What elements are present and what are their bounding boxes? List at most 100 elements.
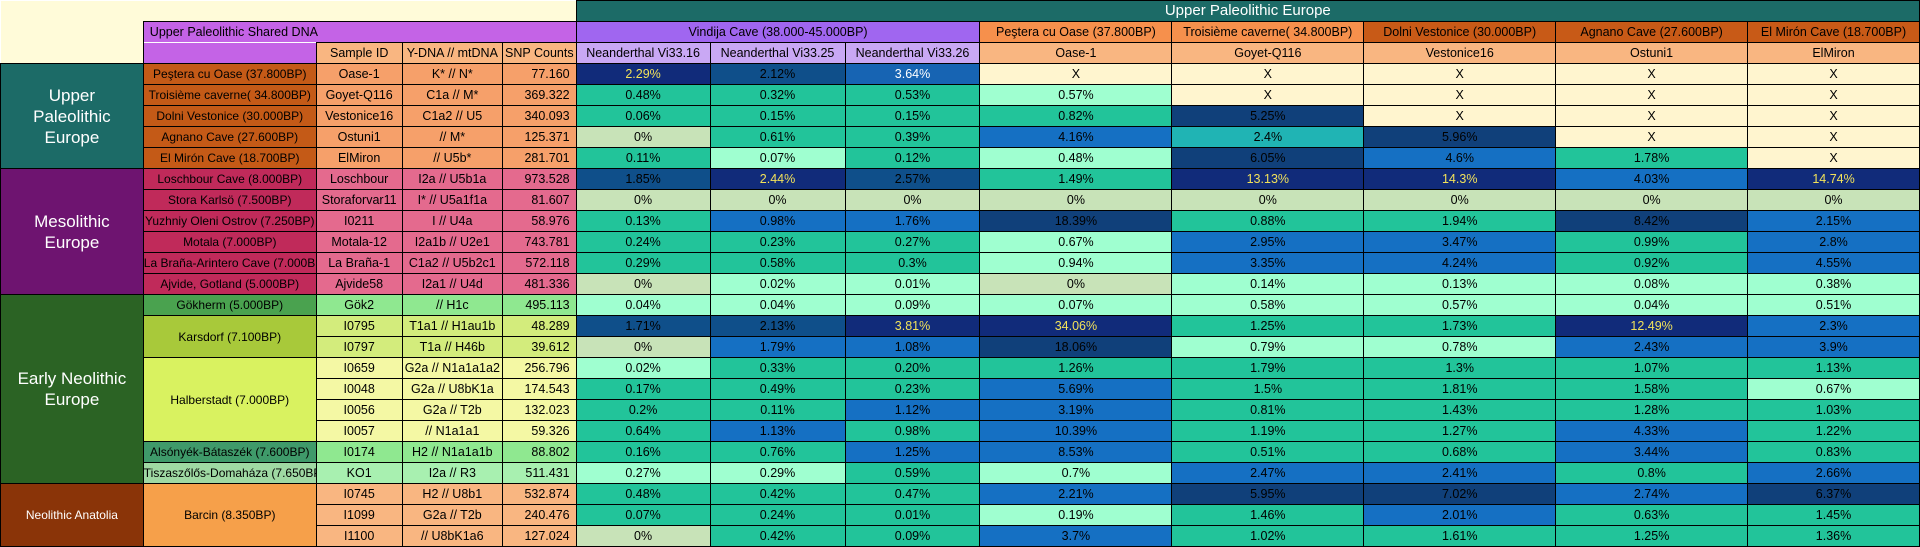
sample-id: La Braña-1	[315, 252, 403, 274]
haplogroup: I2a1 // U4d	[401, 273, 504, 295]
snp-count: 572.118	[502, 252, 577, 274]
table-row: Karsdorf (7.100BP) I0795 T1a1 // H1au1b 48.…	[1, 315, 1920, 358]
shared-dna-value: 2.15%	[1747, 210, 1920, 232]
snp-count: 511.431	[502, 462, 577, 484]
sample-id: I1100	[315, 525, 403, 547]
table-row: Dolni Vestonice (30.000BP) Vestonice16 C1a…	[1, 105, 1920, 127]
table-row: Neolithic Anatolia Barcin (8.350BP) I0745 H…	[0, 483, 1920, 547]
shared-dna-value: 1.76%	[844, 210, 981, 232]
title-row: Upper Paleolithic Europe	[0, 0, 1920, 64]
shared-dna-value: 13.13%	[1171, 168, 1365, 190]
sample-column-header: Neanderthal Vi33.26	[844, 42, 981, 64]
shared-dna-value: 0.11%	[709, 399, 846, 421]
sample-id: ElMiron	[315, 147, 403, 169]
shared-dna-value: 0.7%	[979, 462, 1173, 484]
sample-column-header: Neanderthal Vi33.25	[709, 42, 846, 64]
shared-dna-value: 1.46%	[1171, 504, 1365, 526]
shared-dna-value: 18.39%	[979, 210, 1173, 232]
shared-dna-value: 2.47%	[1171, 462, 1365, 484]
snp-count: 256.796	[502, 357, 577, 379]
shared-dna-value: 0.17%	[575, 378, 711, 400]
shared-dna-value: 0.88%	[1171, 210, 1365, 232]
shared-dna-value: 2.13%	[709, 315, 846, 337]
sample-id: Gök2	[315, 294, 403, 316]
shared-dna-value: 1.08%	[844, 336, 981, 358]
haplogroup: G2a // T2b	[401, 504, 504, 526]
shared-dna-header: Upper Paleolithic Shared DNA	[142, 21, 577, 43]
shared-dna-value: 8.42%	[1555, 210, 1749, 232]
shared-dna-value: 0.79%	[1171, 336, 1365, 358]
corner-cell	[0, 0, 144, 64]
shared-dna-value: 0.09%	[844, 525, 981, 547]
shared-dna-value: 1.13%	[709, 420, 846, 442]
haplogroup: G2a // T2b	[401, 399, 504, 421]
shared-dna-value: X	[1747, 147, 1920, 169]
shared-dna-value: 0%	[575, 525, 711, 547]
haplogroup: H2 // U8b1	[401, 483, 504, 505]
shared-dna-value: 3.81%	[844, 315, 981, 337]
site-name: Barcin (8.350BP)	[142, 483, 317, 547]
haplogroup: G2a // N1a1a1a2	[401, 357, 504, 379]
shared-dna-value: 0.48%	[979, 147, 1173, 169]
sample-id: Loschbour	[315, 168, 403, 190]
shared-dna-value: 0.2%	[575, 399, 711, 421]
table-row: I0048 G2a // U8bK1a 174.543 0.17% 0.49% 0.23%…	[1, 378, 1920, 400]
shared-dna-value: 0.12%	[844, 147, 981, 169]
shared-dna-value: 1.85%	[575, 168, 711, 190]
shared-dna-value: 0.53%	[844, 84, 981, 106]
shared-dna-value: X	[1747, 84, 1920, 106]
shared-dna-value: X	[1171, 84, 1365, 106]
shared-dna-value: 0.27%	[844, 231, 981, 253]
shared-dna-value: 0.20%	[844, 357, 981, 379]
snp-count: 77.160	[502, 63, 577, 85]
shared-dna-value: 0.81%	[1171, 399, 1365, 421]
shared-dna-value: 0.04%	[709, 294, 846, 316]
shared-dna-value: 2.95%	[1171, 231, 1365, 253]
table-row: Halberstadt (7.000BP) I0659 G2a // N1a1a1a…	[1, 357, 1920, 442]
shared-dna-value: 0.01%	[844, 504, 981, 526]
table-row: I0797 T1a // H46b 39.612 0% 1.79% 1.08% 18.06%…	[1, 336, 1920, 358]
shared-dna-value: 3.19%	[979, 399, 1173, 421]
shared-dna-value: 1.3%	[1363, 357, 1557, 379]
shared-dna-value: 0.27%	[575, 462, 711, 484]
snp-count: 59.326	[502, 420, 577, 442]
site-name: Halberstadt (7.000BP)	[142, 357, 317, 442]
haplogroup: H2 // N1a1a1b	[401, 441, 504, 463]
shared-dna-value: 1.19%	[1171, 420, 1365, 442]
shared-dna-value: 1.78%	[1555, 147, 1749, 169]
shared-dna-value: 1.81%	[1363, 378, 1557, 400]
shared-dna-value: 4.33%	[1555, 420, 1749, 442]
shared-dna-value: 1.79%	[709, 336, 846, 358]
snp-count: 81.607	[502, 189, 577, 211]
haplogroup: // H1c	[401, 294, 504, 316]
haplogroup: T1a // H46b	[401, 336, 504, 358]
shared-dna-value: 0.07%	[979, 294, 1173, 316]
sample-column-header: Neanderthal Vi33.16	[575, 42, 711, 64]
table-row: I1099 G2a // T2b 240.476 0.07% 0.24% 0.01% 0.1…	[1, 504, 1920, 526]
column-header: Y-DNA // mtDNA	[401, 42, 504, 64]
shared-dna-value: 0%	[1171, 189, 1365, 211]
haplogroup: G2a // U8bK1a	[401, 378, 504, 400]
sample-column-header: Oase-1	[979, 42, 1173, 64]
sample-id: I0057	[315, 420, 403, 442]
shared-dna-value: 0.09%	[844, 294, 981, 316]
region-label: Mesolithic Europe	[0, 168, 144, 295]
shared-dna-value: 0%	[575, 273, 711, 295]
snp-count: 743.781	[502, 231, 577, 253]
sample-id: Storaforvar11	[315, 189, 403, 211]
sample-id: I0056	[315, 399, 403, 421]
sample-column-header: Ostuni1	[1555, 42, 1749, 64]
shared-dna-value: 3.9%	[1747, 336, 1920, 358]
shared-dna-value: 0.83%	[1747, 441, 1920, 463]
shared-dna-value: 0.63%	[1555, 504, 1749, 526]
shared-dna-value: 0.04%	[1555, 294, 1749, 316]
site-name: El Mirón Cave (18.700BP)	[142, 147, 317, 169]
shared-dna-value: 5.95%	[1171, 483, 1365, 505]
shared-dna-value: 1.5%	[1171, 378, 1365, 400]
shared-dna-value: 1.36%	[1747, 525, 1920, 547]
haplogroup: I // U4a	[401, 210, 504, 232]
shared-dna-value: 0.39%	[844, 126, 981, 148]
table-row: I0056 G2a // T2b 132.023 0.2% 0.11% 1.12% 3.19…	[1, 399, 1920, 421]
shared-dna-value: 2.74%	[1555, 483, 1749, 505]
